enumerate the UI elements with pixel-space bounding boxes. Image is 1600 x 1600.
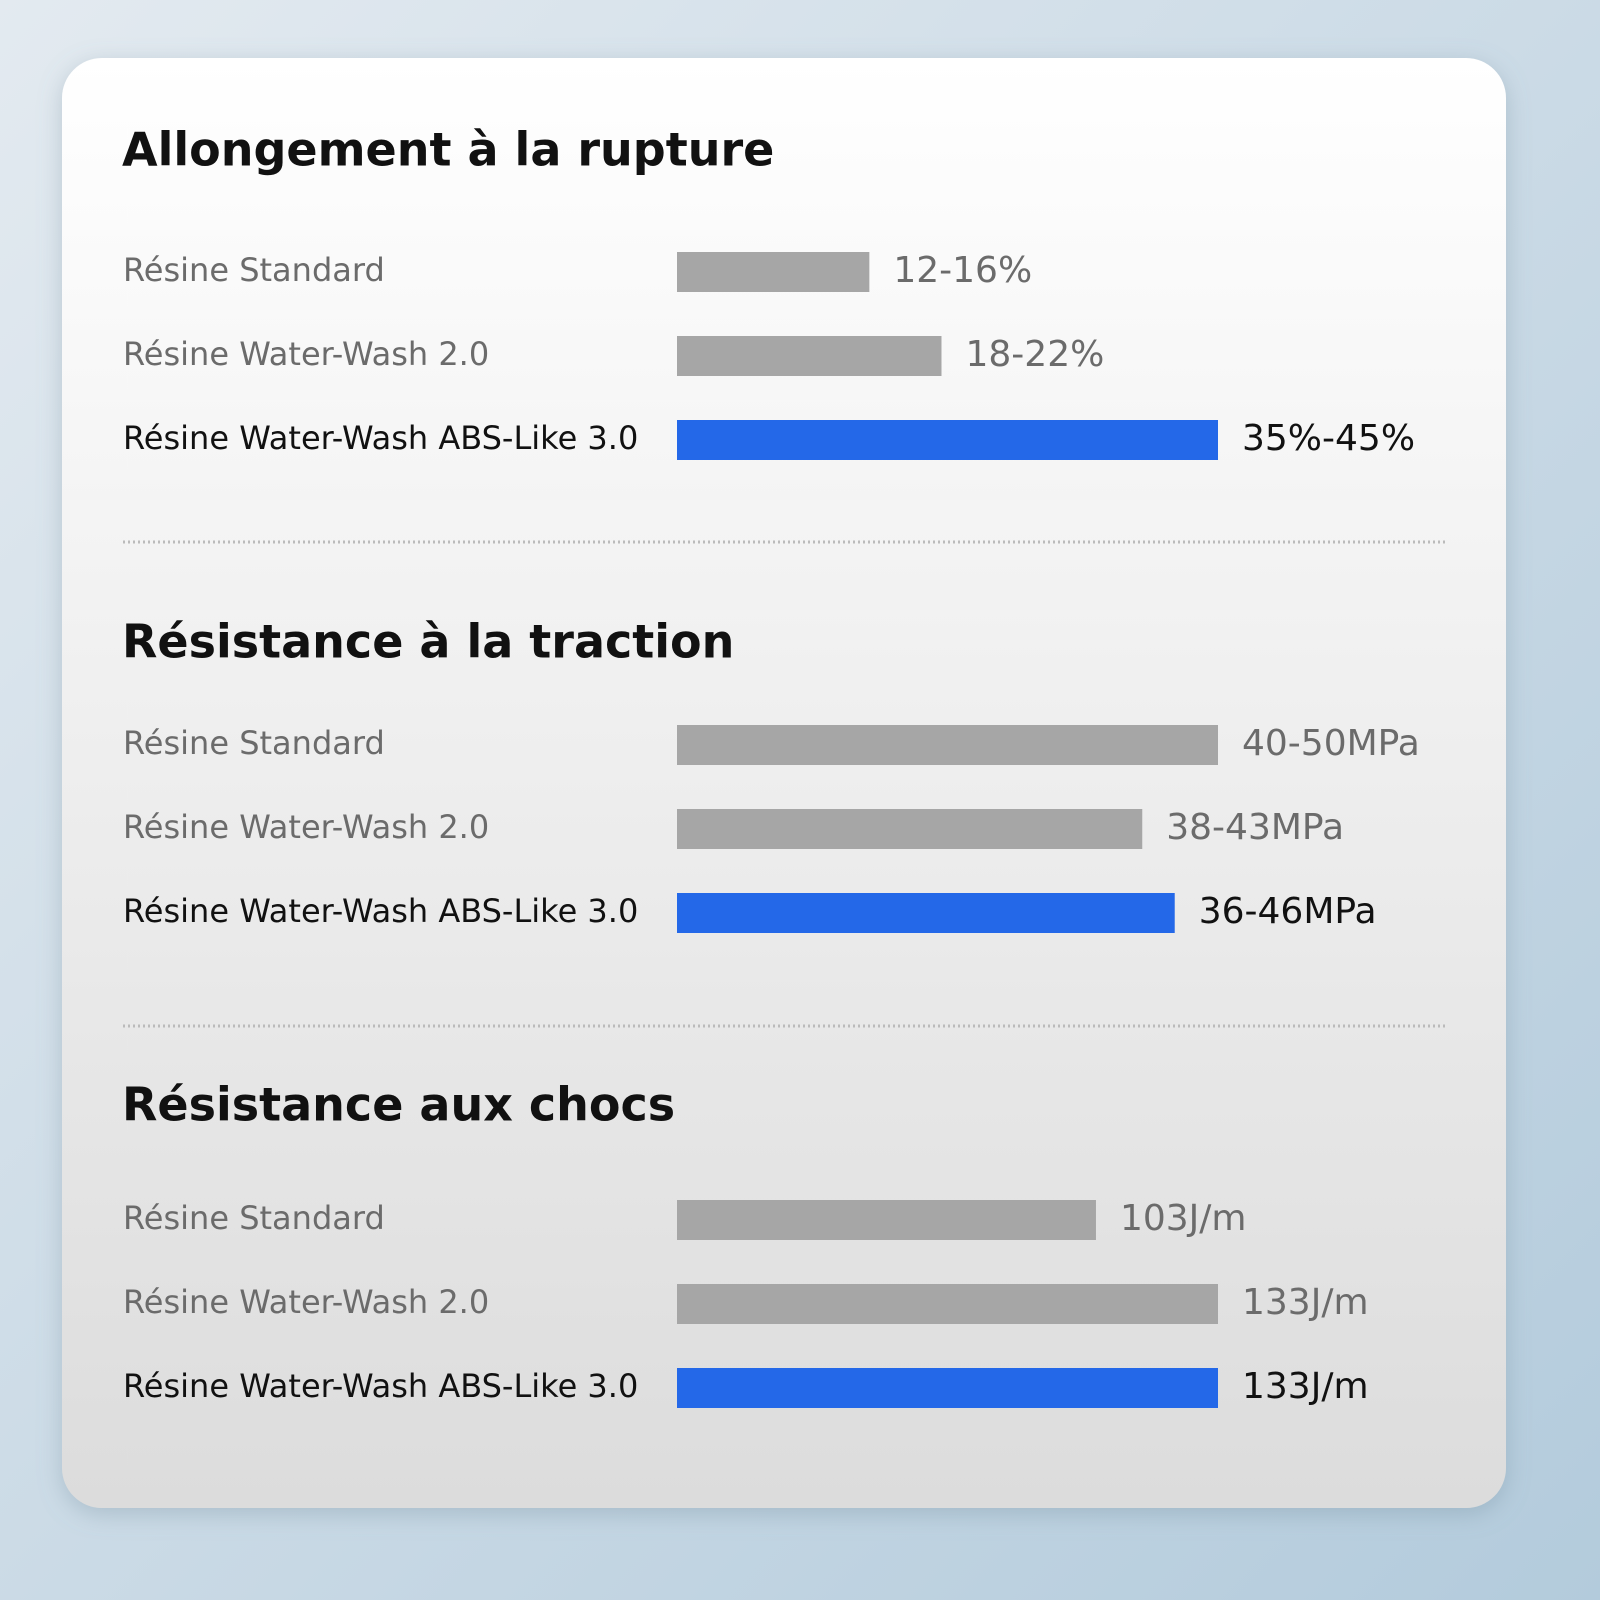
category-label: Résine Water-Wash ABS-Like 3.0 bbox=[123, 1367, 638, 1405]
bar bbox=[677, 893, 1175, 933]
value-label: 35%-45% bbox=[1242, 418, 1415, 459]
category-label: Résine Standard bbox=[123, 1199, 385, 1237]
category-label: Résine Standard bbox=[123, 251, 385, 289]
bar bbox=[677, 1368, 1218, 1408]
bar bbox=[677, 252, 870, 292]
value-label: 40-50MPa bbox=[1242, 723, 1420, 764]
value-label: 18-22% bbox=[965, 334, 1104, 375]
bar bbox=[677, 420, 1218, 460]
bar bbox=[677, 1284, 1218, 1324]
chart-title: Résistance aux chocs bbox=[122, 1078, 675, 1132]
bar bbox=[677, 725, 1218, 765]
bar bbox=[677, 336, 942, 376]
category-label: Résine Water-Wash ABS-Like 3.0 bbox=[123, 892, 638, 930]
category-label: Résine Water-Wash 2.0 bbox=[123, 1283, 489, 1321]
category-label: Résine Water-Wash 2.0 bbox=[123, 335, 489, 373]
chart-title: Résistance à la traction bbox=[122, 615, 734, 669]
value-label: 38-43MPa bbox=[1166, 807, 1344, 848]
value-label: 133J/m bbox=[1242, 1366, 1369, 1407]
value-label: 36-46MPa bbox=[1199, 891, 1377, 932]
chart-title: Allongement à la rupture bbox=[122, 123, 774, 177]
value-label: 133J/m bbox=[1242, 1282, 1369, 1323]
category-label: Résine Water-Wash ABS-Like 3.0 bbox=[123, 419, 638, 457]
bar bbox=[677, 1200, 1096, 1240]
value-label: 12-16% bbox=[893, 250, 1032, 291]
category-label: Résine Standard bbox=[123, 724, 385, 762]
value-label: 103J/m bbox=[1120, 1198, 1247, 1239]
category-label: Résine Water-Wash 2.0 bbox=[123, 808, 489, 846]
bar bbox=[677, 809, 1143, 849]
